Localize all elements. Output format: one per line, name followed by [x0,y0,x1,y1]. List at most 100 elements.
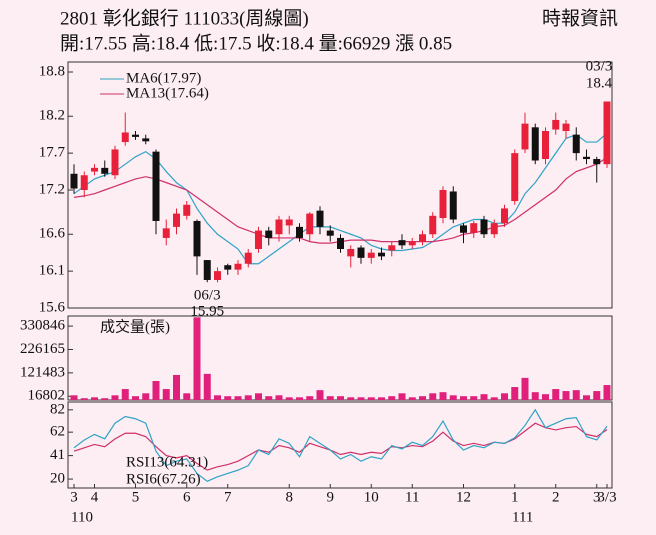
series-line [73,408,608,482]
x-tick-label: 2 [552,489,560,505]
volume-bar [183,393,191,400]
x-tick-label: 1 [511,489,519,505]
volume-bar [460,396,467,400]
volume-bar [193,317,201,400]
candle-body [429,215,437,235]
candle-body [91,167,98,172]
candle-body [521,123,529,150]
candle-body [470,223,478,233]
volume-bar [603,385,611,400]
legend-label: RSI13(64.31) [126,454,208,470]
x-tick-label: 9 [327,489,335,505]
y-tick-label: 226165 [20,341,65,357]
candle-body [121,132,129,143]
source: 時報資訊 [542,7,618,29]
candle-body [593,159,601,165]
candle-body [562,123,570,131]
x-tick-label: 3 [593,489,601,505]
candle-body [449,191,457,220]
chart-title: 2801 彰化銀行 111033(周線圖) [60,7,309,29]
candle-body [542,131,549,160]
volume-bar [265,396,273,400]
rsi-panel [67,401,613,489]
candle-body [603,101,611,165]
candle-body [398,240,406,246]
legend-label: MA13(17.64) [126,85,209,101]
volume-bar [111,395,119,400]
y-tick-label: 121483 [20,364,65,380]
volume-bar [275,395,283,400]
y-tick-label: 17.2 [39,181,65,197]
candle-body [367,252,375,258]
low-label: 15.95 [190,303,224,319]
y-tick-label: 41 [50,447,65,463]
volume-bar [470,396,478,400]
volume-bar [583,395,590,400]
volume-bar [91,397,98,400]
volume-bar [542,394,549,400]
volume-bar [408,397,416,400]
candle-body [419,234,426,242]
candle-body [111,149,119,176]
candle-body [552,119,560,130]
high-label: 03/3 [586,58,613,74]
x-tick-label: 5 [132,489,140,505]
candle-body [531,127,539,161]
legend-label: MA6(17.97) [126,70,201,86]
y-tick-label: 16802 [28,388,66,404]
y-tick-label: 15.6 [39,299,66,315]
volume-bar [439,392,447,400]
volume-bar [562,391,570,400]
y-tick-label: 20 [50,471,65,487]
volume-bar [449,395,457,400]
quote: 開:17.55 高:18.4 低:17.5 收:18.4 量:66929 漲 0… [60,32,452,54]
volume-bar [214,395,221,400]
candle-body [265,230,273,238]
y-tick-label: 16.6 [39,226,66,242]
candle-body [306,213,314,235]
volume-bar [419,396,426,400]
volume-bar [378,397,385,400]
volume-bar [121,389,129,400]
candle-body [408,241,416,246]
y-tick-label: 17.7 [39,145,66,161]
candle-body [183,204,191,216]
year-label: 110 [71,509,93,525]
volume-bar [531,392,539,400]
volume-bar [173,374,180,400]
volume-bar [80,398,88,400]
candle-body [490,223,498,235]
volume-bar [388,396,396,400]
candle-body [152,151,160,221]
candle-body [224,265,232,270]
series-line [73,422,608,471]
price-panel [67,61,613,309]
x-tick-label: 4 [91,489,99,505]
y-tick-label: 18.2 [39,108,65,124]
volume-bar [296,397,303,400]
volume-bar [255,393,262,400]
volume-bar [316,390,324,400]
volume-bar [203,373,211,400]
low-label: 06/3 [194,287,221,303]
y-tick-label: 18.8 [39,63,65,79]
candle-body [193,220,201,257]
volume-bar [398,393,406,400]
volume-bar [521,377,529,400]
candle-body [583,156,590,160]
volume-bar [501,393,508,400]
high-label: 18.4 [586,75,613,91]
candle-body [511,153,519,202]
candle-body [101,167,109,174]
y-tick-label: 62 [50,424,65,440]
volume-bar [285,397,293,400]
x-tick-label: 11 [405,489,419,505]
candle-body [337,237,344,249]
volume-bar [152,381,160,400]
y-tick-label: 330846 [20,318,66,334]
candle-body [378,252,385,257]
legend-label: RSI6(67.26) [126,471,201,487]
volume-bar [429,393,437,400]
candle-body [70,173,78,189]
